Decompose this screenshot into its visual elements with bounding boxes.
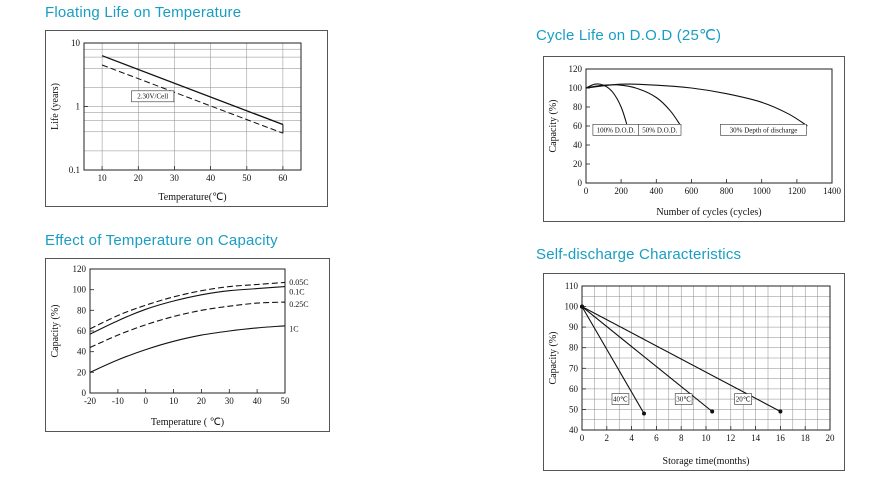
svg-text:-20: -20: [84, 396, 96, 406]
chart-plot-temperature-capacity: -20 -10 0 10 20 30 40 50 0 20 40 60 80 100 120 0.05C 0.1…: [45, 258, 330, 432]
svg-text:600: 600: [685, 186, 699, 196]
svg-text:0.05C: 0.05C: [289, 278, 308, 287]
svg-text:400: 400: [650, 186, 664, 196]
svg-text:40: 40: [569, 425, 579, 435]
svg-text:50: 50: [569, 404, 579, 414]
chart-svg: 10 20 30 40 50 60 0.1 1 10 2.30V/Cell Temperature(…: [50, 38, 302, 203]
chart-title-self-discharge: Self-discharge Characteristics: [536, 246, 742, 263]
svg-text:80: 80: [573, 102, 583, 112]
svg-text:10: 10: [169, 396, 179, 406]
svg-text:200: 200: [614, 186, 628, 196]
svg-text:0.25C: 0.25C: [289, 300, 308, 309]
svg-text:Storage time(months): Storage time(months): [663, 456, 750, 467]
svg-text:1200: 1200: [788, 186, 807, 196]
svg-text:100: 100: [73, 285, 87, 295]
svg-text:Capacity (%): Capacity (%): [548, 331, 559, 384]
svg-text:80: 80: [569, 343, 579, 353]
svg-text:0: 0: [584, 186, 589, 196]
svg-text:30: 30: [225, 396, 235, 406]
svg-text:20: 20: [573, 159, 583, 169]
svg-text:12: 12: [726, 433, 735, 443]
svg-text:6: 6: [654, 433, 659, 443]
svg-text:4: 4: [629, 433, 634, 443]
svg-text:100: 100: [569, 83, 583, 93]
svg-text:Capacity (%): Capacity (%): [50, 304, 61, 357]
svg-text:60: 60: [569, 384, 579, 394]
svg-text:100% D.O.D.: 100% D.O.D.: [597, 126, 636, 134]
chart-plot-cycle-life: 0 200 400 600 800 1000 1200 1400 0 20 40 60 80 100 120…: [543, 56, 845, 222]
chart-title-cycle-life: Cycle Life on D.O.D (25℃): [536, 27, 722, 44]
svg-text:2.30V/Cell: 2.30V/Cell: [137, 93, 168, 101]
svg-text:80: 80: [77, 305, 87, 315]
svg-text:110: 110: [565, 281, 579, 291]
svg-text:Capacity (%): Capacity (%): [548, 99, 559, 152]
svg-text:40: 40: [206, 173, 216, 183]
svg-text:1400: 1400: [823, 186, 842, 196]
svg-text:60: 60: [77, 326, 87, 336]
chart-svg: 0 2 4 6 8 10 12 14 16 18 20 40 50 60 70 80 90 100 110 40℃ 30…: [548, 281, 836, 467]
svg-text:90: 90: [569, 322, 579, 332]
svg-text:0: 0: [580, 433, 585, 443]
chart-svg: 0 200 400 600 800 1000 1200 1400 0 20 40 60 80 100 120…: [548, 64, 842, 218]
svg-text:30℃: 30℃: [676, 396, 691, 404]
svg-text:8: 8: [679, 433, 684, 443]
svg-text:50% D.O.D.: 50% D.O.D.: [642, 126, 677, 134]
svg-text:40: 40: [573, 140, 583, 150]
svg-text:40: 40: [253, 396, 263, 406]
svg-text:10: 10: [71, 38, 81, 48]
svg-text:100: 100: [565, 302, 579, 312]
svg-text:120: 120: [73, 264, 87, 274]
svg-text:1000: 1000: [753, 186, 772, 196]
svg-text:800: 800: [720, 186, 734, 196]
svg-text:0: 0: [143, 396, 148, 406]
svg-text:60: 60: [278, 173, 288, 183]
svg-text:0: 0: [82, 388, 87, 398]
svg-text:-10: -10: [112, 396, 124, 406]
chart-title-floating-life: Floating Life on Temperature: [45, 4, 242, 21]
svg-text:Life (years): Life (years): [50, 83, 61, 130]
svg-text:40: 40: [77, 347, 87, 357]
svg-text:20: 20: [197, 396, 207, 406]
svg-text:20: 20: [134, 173, 144, 183]
svg-text:70: 70: [569, 363, 579, 373]
chart-plot-floating-life: 10 20 30 40 50 60 0.1 1 10 2.30V/Cell Temperature(…: [45, 30, 328, 207]
chart-title-temperature-capacity: Effect of Temperature on Capacity: [45, 232, 278, 249]
svg-text:0: 0: [578, 178, 583, 188]
svg-text:20: 20: [77, 367, 87, 377]
svg-text:1: 1: [76, 102, 81, 112]
svg-text:10: 10: [702, 433, 712, 443]
chart-plot-self-discharge: 0 2 4 6 8 10 12 14 16 18 20 40 50 60 70 80 90 100 110 40℃ 30…: [543, 273, 845, 471]
svg-text:30: 30: [170, 173, 180, 183]
svg-text:18: 18: [801, 433, 811, 443]
svg-text:50: 50: [242, 173, 252, 183]
svg-text:120: 120: [569, 64, 583, 74]
svg-text:0.1: 0.1: [69, 165, 80, 175]
svg-text:14: 14: [751, 433, 761, 443]
svg-text:16: 16: [776, 433, 786, 443]
svg-text:30% Depth of discharge: 30% Depth of discharge: [730, 126, 798, 134]
chart-svg: -20 -10 0 10 20 30 40 50 0 20 40 60 80 100 120 0.05C0.1…: [50, 264, 309, 428]
svg-text:Number of cycles (cycles): Number of cycles (cycles): [656, 207, 761, 218]
svg-text:2: 2: [605, 433, 610, 443]
svg-text:0.1C: 0.1C: [289, 288, 304, 297]
svg-text:Temperature ( ℃): Temperature ( ℃): [151, 417, 224, 428]
svg-text:60: 60: [573, 121, 583, 131]
svg-text:40℃: 40℃: [613, 396, 628, 404]
svg-text:20: 20: [826, 433, 836, 443]
svg-text:10: 10: [98, 173, 108, 183]
svg-text:1C: 1C: [289, 325, 298, 334]
svg-text:20℃: 20℃: [736, 396, 751, 404]
svg-text:50: 50: [281, 396, 291, 406]
svg-text:Temperature(℃): Temperature(℃): [158, 192, 226, 203]
